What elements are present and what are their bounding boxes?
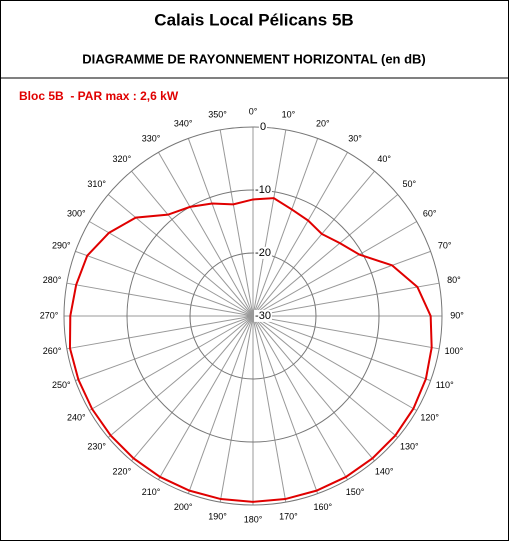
angle-label: 280° bbox=[43, 275, 62, 285]
angle-label: 300° bbox=[67, 208, 86, 218]
spoke bbox=[66, 315, 254, 350]
angle-label: 260° bbox=[43, 346, 62, 356]
spoke bbox=[252, 315, 399, 438]
spoke bbox=[252, 315, 431, 382]
spoke bbox=[252, 170, 375, 317]
ring bbox=[63, 126, 443, 506]
spoke bbox=[252, 250, 431, 317]
angle-label: 170° bbox=[279, 511, 298, 521]
r-tick-label: -20 bbox=[255, 247, 271, 259]
r-tick-bg bbox=[258, 120, 268, 133]
r-tick-label: 0 bbox=[260, 121, 266, 133]
spoke bbox=[187, 138, 254, 317]
spoke bbox=[107, 194, 254, 317]
spoke bbox=[252, 221, 417, 317]
angle-label: 100° bbox=[445, 346, 464, 356]
angle-label: 70° bbox=[438, 241, 452, 251]
angle-label: 290° bbox=[52, 241, 71, 251]
angle-label: 190° bbox=[208, 511, 227, 521]
spoke bbox=[131, 170, 254, 317]
r-tick-label: -10 bbox=[255, 184, 271, 196]
angle-label: 20° bbox=[316, 119, 330, 129]
angle-label: 350° bbox=[208, 109, 227, 119]
angle-label: 220° bbox=[113, 467, 132, 477]
angle-label: 330° bbox=[142, 134, 161, 144]
spoke bbox=[89, 221, 254, 317]
angle-label: 340° bbox=[174, 119, 193, 129]
spoke bbox=[252, 315, 375, 462]
angle-label: 90° bbox=[450, 310, 464, 320]
spoke bbox=[252, 315, 348, 480]
spoke bbox=[252, 315, 417, 411]
spoke bbox=[89, 315, 254, 411]
angle-label: 80° bbox=[447, 275, 461, 285]
spoke bbox=[158, 152, 254, 317]
angle-label: 130° bbox=[400, 442, 419, 452]
angle-label: 230° bbox=[87, 442, 106, 452]
chart-subtitle: DIAGRAMME DE RAYONNEMENT HORIZONTAL (en … bbox=[82, 51, 426, 66]
spoke bbox=[187, 315, 254, 494]
ring bbox=[126, 189, 380, 443]
angle-label: 250° bbox=[52, 380, 71, 390]
spoke bbox=[158, 315, 254, 480]
spoke bbox=[219, 129, 254, 317]
spoke bbox=[219, 315, 254, 503]
spoke bbox=[252, 194, 399, 317]
angle-label: 160° bbox=[313, 502, 332, 512]
ring bbox=[189, 252, 317, 380]
r-tick-bg bbox=[254, 246, 272, 259]
angle-label: 210° bbox=[142, 487, 161, 497]
angle-label: 50° bbox=[402, 179, 416, 189]
angle-label: 320° bbox=[113, 154, 132, 164]
spoke bbox=[66, 282, 254, 317]
angle-label: 10° bbox=[282, 109, 296, 119]
angle-label: 310° bbox=[87, 179, 106, 189]
angle-label: 140° bbox=[375, 467, 394, 477]
r-tick-label: -30 bbox=[255, 310, 271, 322]
annotation: Bloc 5B - PAR max : 2,6 kW bbox=[19, 89, 179, 103]
angle-label: 180° bbox=[244, 514, 263, 524]
chart-title: Calais Local Pélicans 5B bbox=[154, 10, 353, 29]
angle-label: 30° bbox=[348, 134, 362, 144]
spoke bbox=[252, 315, 440, 350]
angle-label: 240° bbox=[67, 412, 86, 422]
spoke bbox=[252, 138, 319, 317]
spoke bbox=[252, 129, 287, 317]
angle-label: 120° bbox=[420, 412, 439, 422]
spoke bbox=[75, 315, 254, 382]
spoke bbox=[252, 315, 287, 503]
angle-label: 40° bbox=[377, 154, 391, 164]
angle-label: 150° bbox=[346, 487, 365, 497]
angle-label: 110° bbox=[436, 380, 454, 390]
spoke bbox=[131, 315, 254, 462]
spoke bbox=[252, 315, 319, 494]
spoke bbox=[252, 282, 440, 317]
angle-label: 60° bbox=[423, 208, 437, 218]
angle-label: 270° bbox=[40, 310, 59, 320]
angle-label: 0° bbox=[249, 106, 258, 116]
spoke bbox=[107, 315, 254, 438]
spoke bbox=[75, 250, 254, 317]
angle-label: 200° bbox=[174, 502, 193, 512]
r-tick-bg bbox=[254, 309, 272, 322]
spoke bbox=[252, 152, 348, 317]
pattern-line bbox=[68, 197, 433, 503]
r-tick-bg bbox=[254, 183, 272, 196]
